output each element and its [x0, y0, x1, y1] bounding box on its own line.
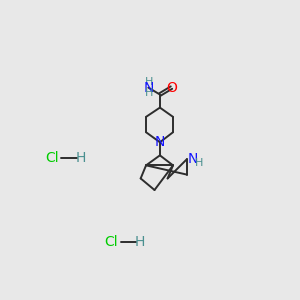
Text: O: O — [166, 81, 177, 94]
Text: H: H — [195, 158, 203, 168]
Text: H: H — [145, 88, 153, 98]
Text: H: H — [145, 77, 153, 87]
Text: N: N — [155, 135, 165, 149]
Text: Cl: Cl — [105, 236, 118, 249]
Text: H: H — [75, 151, 86, 165]
Text: N: N — [188, 152, 198, 166]
Text: Cl: Cl — [45, 151, 59, 165]
Text: N: N — [143, 81, 154, 94]
Text: H: H — [135, 236, 145, 249]
